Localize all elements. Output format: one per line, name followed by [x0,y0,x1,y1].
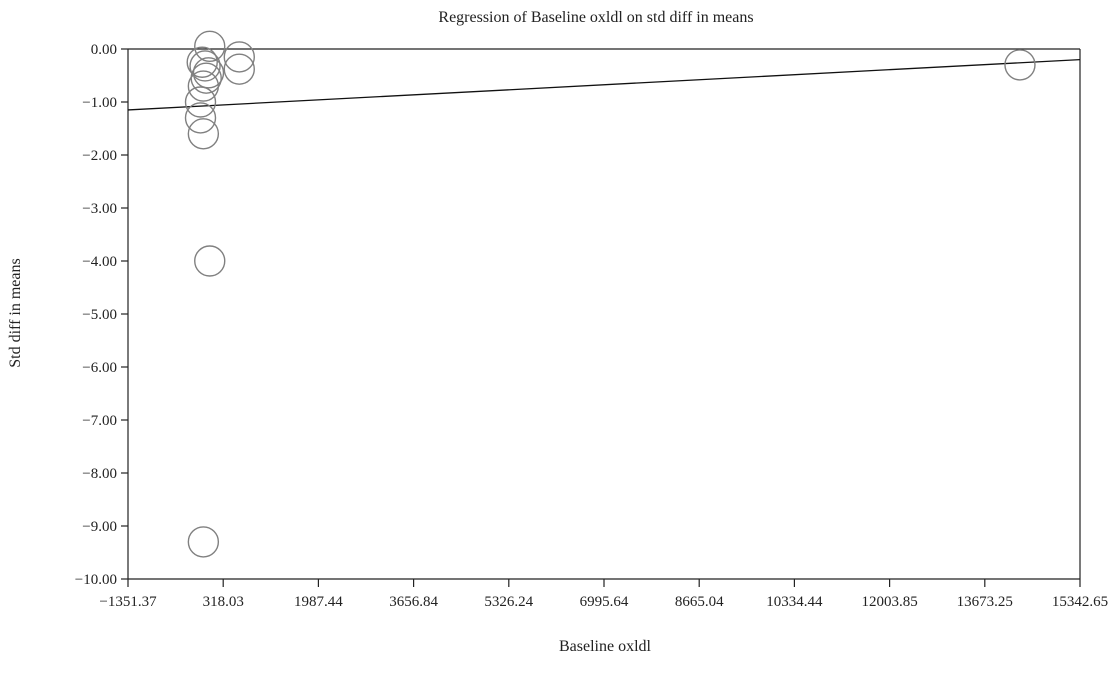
y-tick-label: −5.00 [82,307,117,323]
x-tick-label: 10334.44 [766,594,823,610]
y-tick-label: −7.00 [82,413,117,429]
x-tick-label: 15342.65 [1052,594,1108,610]
chart-title: Regression of Baseline oxldl on std diff… [438,9,753,26]
data-point [187,118,220,150]
y-axis-label: Std diff in means [7,258,24,367]
y-tick-label: −3.00 [82,201,117,217]
data-point [187,526,220,558]
data-point [223,53,255,85]
y-tick-label: 0.00 [91,42,117,58]
x-tick-label: 1987.44 [294,594,343,610]
regression-line [127,58,1081,111]
data-point [194,30,226,63]
data-point [1004,49,1036,81]
y-tick-label: −2.00 [82,148,117,164]
x-tick-label: 3656.84 [389,594,438,610]
data-point [223,41,255,73]
x-tick-label: 6995.64 [580,594,629,610]
x-axis-label: Baseline oxldl [559,638,652,655]
data-point [186,46,218,78]
y-tick-label: −4.00 [82,254,117,270]
x-tick-label: 5326.24 [484,594,533,610]
y-tick-label: −8.00 [82,466,117,482]
x-tick-label: −1351.37 [99,594,157,610]
data-point [189,50,221,82]
y-tick-label: −6.00 [82,360,117,376]
y-tick-label: −1.00 [82,95,117,111]
data-point [192,57,225,89]
plot-area: 0.00 −1.00 −2.00 −3.00 −4.00 −5.00 −6.00 −7.00 −… [75,30,1108,610]
x-tick-label: 318.03 [203,594,244,610]
x-tick-label: 12003.85 [861,594,917,610]
data-point [194,245,226,277]
data-point [187,70,220,102]
x-tick-label: 8665.04 [675,594,724,610]
y-tick-label: −9.00 [82,519,117,535]
data-point [184,86,217,118]
x-tick-label: 13673.25 [957,594,1013,610]
y-tick-label: −10.00 [75,572,117,588]
data-point [184,102,217,134]
